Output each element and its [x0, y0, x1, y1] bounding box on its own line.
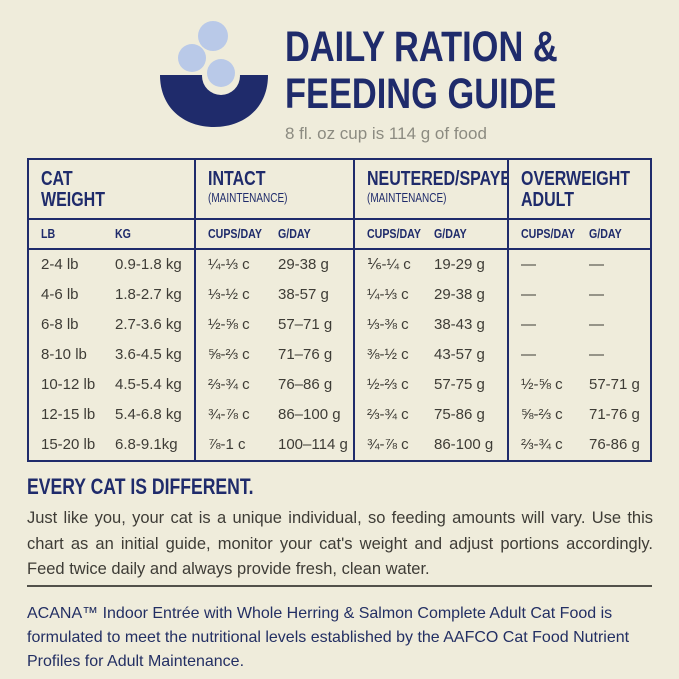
- cell-overweight-g: —: [589, 316, 604, 333]
- header: DAILY RATION & FEEDING GUIDE 8 fl. oz cu…: [285, 24, 626, 144]
- subheader-neutered-g: G/DAY: [434, 220, 507, 250]
- cell-neutered-g: 86-100 g: [434, 436, 494, 453]
- cup-measure-note: 8 fl. oz cup is 114 g of food: [285, 124, 487, 143]
- cell-intact-cups: ⅔-¾ c: [194, 370, 278, 400]
- cell-intact-g: 100–114 g: [278, 436, 348, 453]
- cell-intact-g: 76–86 g: [278, 376, 333, 393]
- cell-overweight-cups: —: [507, 310, 589, 340]
- cell-kg: 5.4-6.8 kg: [115, 406, 182, 423]
- cell-kg: 2.7-3.6 kg: [115, 316, 182, 333]
- subheader-lb: LB: [29, 220, 115, 250]
- cell-lb: 10-12 lb: [41, 376, 96, 393]
- cell-neutered-cups: ¾-⅞ c: [353, 430, 434, 460]
- cell-overweight-g: —: [589, 346, 604, 363]
- cell-intact-cups: ⅝-⅔ c: [194, 340, 278, 370]
- cell-kg: 0.9-1.8 kg: [115, 256, 182, 273]
- subheader-neutered-cups: CUPS/DAY: [353, 220, 434, 250]
- cell-neutered-g: 19-29 g: [434, 256, 485, 273]
- cell-intact-cups: ⅞-1 c: [194, 430, 278, 460]
- cell-neutered-g: 29-38 g: [434, 286, 485, 303]
- cell-neutered-g: 57-75 g: [434, 376, 485, 393]
- cell-intact-g: 71–76 g: [278, 346, 333, 363]
- subheader-intact-g: G/DAY: [278, 220, 353, 250]
- cell-lb: 6-8 lb: [41, 316, 79, 333]
- page-title-line2: FEEDING GUIDE: [285, 70, 557, 118]
- cell-overweight-cups: —: [507, 280, 589, 310]
- cell-overweight-g: 71-76 g: [589, 406, 640, 423]
- cell-lb: 2-4 lb: [41, 256, 79, 273]
- cell-overweight-cups: —: [507, 250, 589, 280]
- column-header-overweight-adult: OVERWEIGHT ADULT: [507, 160, 650, 220]
- cell-intact-g: 29-38 g: [278, 256, 329, 273]
- divider: [27, 585, 652, 587]
- cell-neutered-g: 75-86 g: [434, 406, 485, 423]
- subheader-overweight-cups: CUPS/DAY: [507, 220, 589, 250]
- cell-overweight-cups: ⅔-¾ c: [507, 430, 589, 460]
- aafco-statement: ACANA™ Indoor Entrée with Whole Herring …: [27, 605, 630, 670]
- cell-neutered-g: 43-57 g: [434, 346, 485, 363]
- cell-overweight-g: —: [589, 256, 604, 273]
- feeding-guide-table: CAT WEIGHT INTACT (MAINTENANCE) NEUTERED…: [27, 158, 652, 462]
- subheader-intact-cups: CUPS/DAY: [194, 220, 278, 250]
- cell-intact-cups: ⅓-½ c: [194, 280, 278, 310]
- cell-intact-cups: ¼-⅓ c: [194, 250, 278, 280]
- cell-overweight-g: —: [589, 286, 604, 303]
- page-title-line1: DAILY RATION &: [285, 23, 558, 71]
- cell-overweight-cups: —: [507, 340, 589, 370]
- cell-lb: 4-6 lb: [41, 286, 79, 303]
- cell-intact-g: 86–100 g: [278, 406, 341, 423]
- cell-intact-cups: ½-⅝ c: [194, 310, 278, 340]
- cell-kg: 3.6-4.5 kg: [115, 346, 182, 363]
- cell-neutered-cups: ¼-⅓ c: [353, 280, 434, 310]
- cell-neutered-g: 38-43 g: [434, 316, 485, 333]
- column-header-neutered-spayed: NEUTERED/SPAYED (MAINTENANCE): [353, 160, 507, 220]
- cell-intact-cups: ¾-⅞ c: [194, 400, 278, 430]
- cell-neutered-cups: ⅔-¾ c: [353, 400, 434, 430]
- cell-neutered-cups: ⅙-¼ c: [353, 250, 434, 280]
- cell-lb: 15-20 lb: [41, 436, 96, 453]
- column-header-cat-weight: CAT WEIGHT: [29, 160, 194, 220]
- bowl-kibble-icon: [160, 21, 268, 127]
- column-header-intact: INTACT (MAINTENANCE): [194, 160, 353, 220]
- cell-overweight-cups: ½-⅝ c: [507, 370, 589, 400]
- section-heading: EVERY CAT IS DIFFERENT.: [27, 474, 254, 499]
- cell-intact-g: 38-57 g: [278, 286, 329, 303]
- cell-kg: 1.8-2.7 kg: [115, 286, 182, 303]
- cell-neutered-cups: ⅓-⅜ c: [353, 310, 434, 340]
- cell-kg: 4.5-5.4 kg: [115, 376, 182, 393]
- cell-neutered-cups: ½-⅔ c: [353, 370, 434, 400]
- feeding-note-text: Just like you, your cat is a unique indi…: [27, 509, 653, 578]
- cell-overweight-g: 76-86 g: [589, 436, 640, 453]
- subheader-kg: KG: [115, 220, 194, 250]
- cell-kg: 6.8-9.1kg: [115, 436, 178, 453]
- cell-intact-g: 57–71 g: [278, 316, 333, 333]
- cell-overweight-cups: ⅝-⅔ c: [507, 400, 589, 430]
- cell-overweight-g: 57-71 g: [589, 376, 640, 393]
- cell-lb: 12-15 lb: [41, 406, 96, 423]
- cell-neutered-cups: ⅜-½ c: [353, 340, 434, 370]
- cell-lb: 8-10 lb: [41, 346, 87, 363]
- subheader-overweight-g: G/DAY: [589, 220, 650, 250]
